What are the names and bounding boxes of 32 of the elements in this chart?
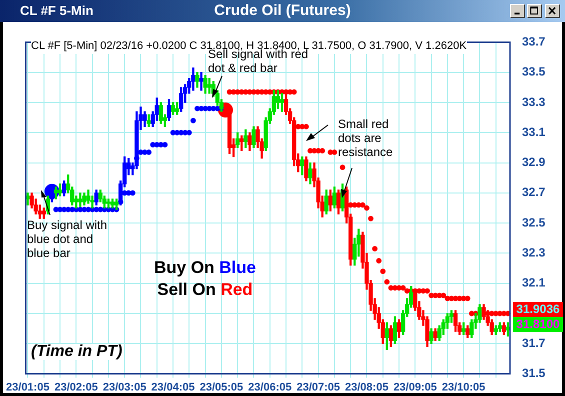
- chart-title: Crude Oil (Futures): [214, 2, 351, 19]
- x-tick-label: 23/05:05: [200, 381, 244, 394]
- point: [146, 150, 152, 155]
- annotation: Buy On Blue: [152, 258, 257, 278]
- x-tick-label: 23/03:05: [102, 381, 146, 394]
- y-tick-label: 32.1: [522, 276, 546, 290]
- annotation: Buy signal with blue dot and blue bar: [27, 218, 108, 260]
- y-tick-label: 32.3: [522, 246, 546, 260]
- y-tick-label: 33.7: [522, 34, 546, 49]
- x-tick-label: 23/07:05: [296, 381, 340, 394]
- x-tick-label: 23/06:05: [248, 381, 292, 394]
- x-tick-label: 23/09:05: [393, 381, 437, 394]
- text: 31.8100: [513, 317, 563, 332]
- y-tick-label: 32.5: [522, 215, 546, 230]
- annotation: Sell On Red: [156, 280, 254, 300]
- x-tick-label: 23/04:05: [151, 381, 195, 394]
- point: [190, 118, 196, 124]
- y-tick-label: 31.5: [522, 366, 546, 380]
- y-tick-label: 33.1: [522, 124, 546, 139]
- y-tick-label: 32.7: [522, 185, 546, 200]
- x-tick-label: 23/08:05: [345, 381, 388, 394]
- y-tick-label: 33.3: [522, 94, 546, 109]
- x-tick-label: 23/02:05: [54, 381, 98, 394]
- annotation: (Time in PT): [31, 343, 122, 360]
- y-tick-label: 31.7: [522, 336, 546, 350]
- text: 31.9036: [513, 302, 563, 317]
- y-tick-label: 32.9: [522, 155, 546, 170]
- x-tick-label: 23/10:05: [442, 381, 486, 394]
- chart-subtitle: CL #F 5-Min: [20, 3, 94, 18]
- y-tick-label: 33.5: [522, 64, 546, 79]
- x-tick-label: 23/01:05: [6, 381, 50, 394]
- annotation: Small red dots are resistance: [338, 117, 394, 159]
